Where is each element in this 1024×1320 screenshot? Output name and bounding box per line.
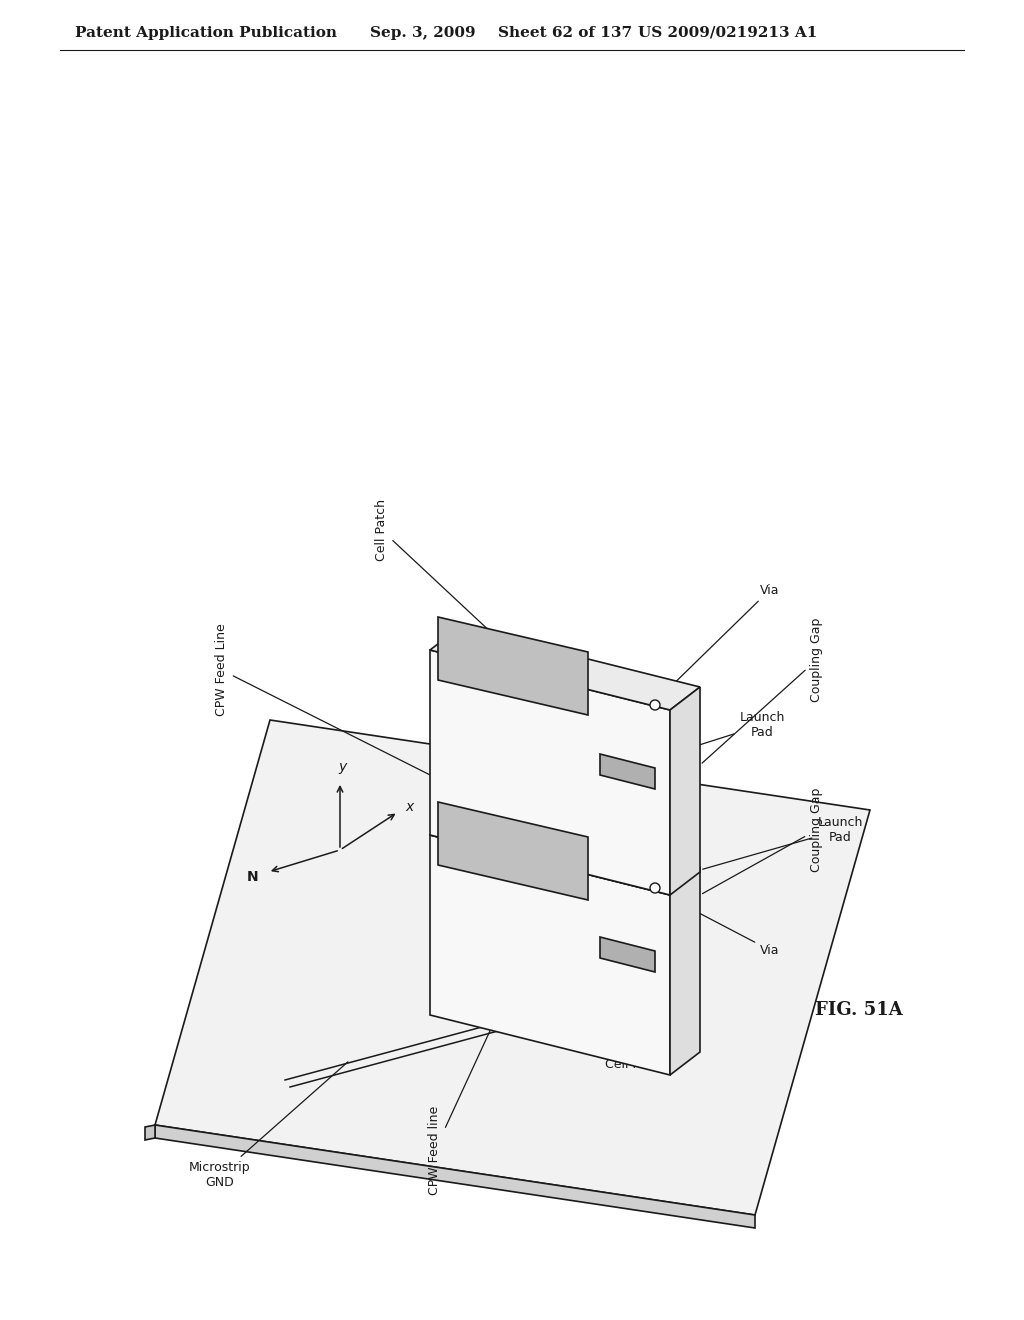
Polygon shape bbox=[600, 754, 655, 789]
Text: Cell Patch: Cell Patch bbox=[375, 499, 508, 648]
Text: Via: Via bbox=[657, 891, 779, 957]
Polygon shape bbox=[145, 1125, 155, 1140]
Text: Patent Application Publication: Patent Application Publication bbox=[75, 26, 337, 40]
Text: CPW Feed Line: CPW Feed Line bbox=[215, 623, 447, 784]
Circle shape bbox=[650, 700, 660, 710]
Polygon shape bbox=[430, 627, 700, 710]
Text: Coupling Gap: Coupling Gap bbox=[702, 788, 823, 894]
Text: Launch
Pad: Launch Pad bbox=[633, 711, 784, 766]
Text: FIG. 51A: FIG. 51A bbox=[815, 1001, 903, 1019]
Text: CPW Feed line: CPW Feed line bbox=[428, 1023, 494, 1195]
Polygon shape bbox=[430, 649, 670, 895]
Polygon shape bbox=[438, 616, 588, 715]
Polygon shape bbox=[155, 1125, 755, 1228]
Text: Via: Via bbox=[657, 583, 779, 700]
Text: Cell Patch: Cell Patch bbox=[561, 903, 667, 1072]
Polygon shape bbox=[155, 719, 870, 1214]
Text: Coupling Gap: Coupling Gap bbox=[702, 618, 823, 763]
Text: US 2009/0219213 A1: US 2009/0219213 A1 bbox=[638, 26, 817, 40]
Polygon shape bbox=[670, 686, 700, 895]
Polygon shape bbox=[600, 937, 655, 972]
Text: Microstrip
GND: Microstrip GND bbox=[189, 1061, 348, 1189]
Polygon shape bbox=[670, 867, 700, 1074]
Circle shape bbox=[650, 883, 660, 894]
Polygon shape bbox=[430, 836, 670, 1074]
Polygon shape bbox=[438, 803, 588, 900]
Polygon shape bbox=[430, 812, 700, 895]
Text: Sheet 62 of 137: Sheet 62 of 137 bbox=[498, 26, 632, 40]
Text: Launch
Pad: Launch Pad bbox=[702, 816, 862, 870]
Text: N: N bbox=[247, 870, 258, 884]
Text: y: y bbox=[338, 760, 346, 774]
Text: Sep. 3, 2009: Sep. 3, 2009 bbox=[370, 26, 475, 40]
Text: x: x bbox=[406, 800, 414, 814]
